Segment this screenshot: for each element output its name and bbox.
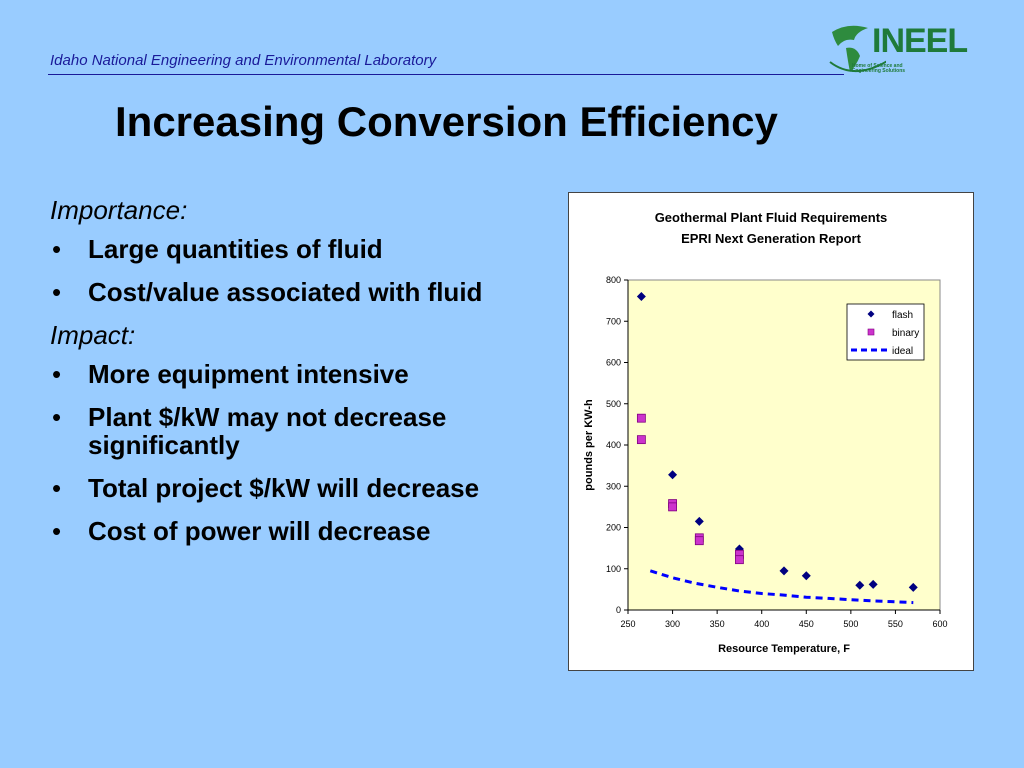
y-tick-label: 700: [606, 316, 621, 326]
binary-point: [735, 555, 744, 565]
x-tick-label: 350: [710, 619, 725, 629]
y-tick-label: 100: [606, 564, 621, 574]
flash-point: [779, 566, 789, 576]
header-rule: [48, 74, 844, 75]
bullet-item: Plant $/kW may not decrease significantl…: [50, 403, 540, 459]
y-tick-label: 200: [606, 523, 621, 533]
chart-title: Geothermal Plant Fluid Requirements: [655, 210, 888, 225]
y-axis-label: pounds per KW-h: [583, 399, 595, 491]
legend-binary-marker: [867, 328, 875, 336]
y-tick-label: 0: [616, 605, 621, 615]
chart-container: Geothermal Plant Fluid Requirements EPRI…: [568, 192, 974, 671]
flash-point: [668, 470, 678, 480]
legend-label-binary: binary: [892, 328, 919, 339]
bullet-item: Cost/value associated with fluid: [50, 278, 540, 306]
flash-point: [801, 571, 811, 581]
binary-point: [636, 435, 646, 445]
y-tick-label: 400: [606, 440, 621, 450]
x-tick-label: 400: [754, 619, 769, 629]
legend-label-flash: flash: [892, 310, 913, 321]
bullet-item: More equipment intensive: [50, 360, 540, 388]
y-tick-label: 500: [606, 399, 621, 409]
y-tick-label: 300: [606, 481, 621, 491]
chart-legend: flash binary ideal: [846, 303, 925, 361]
y-tick-label: 800: [606, 275, 621, 285]
x-tick-label: 450: [799, 619, 814, 629]
ineel-logo: INEEL Home of Science and Engineering So…: [826, 18, 986, 82]
flash-point: [908, 582, 918, 592]
bullet-item: Total project $/kW will decrease: [50, 474, 540, 502]
bullet-item: Cost of power will decrease: [50, 517, 540, 545]
bullet-item: Large quantities of fluid: [50, 235, 540, 263]
legend-label-ideal: ideal: [892, 346, 913, 357]
bullet-list: Importance: Large quantities of fluid Co…: [50, 196, 540, 560]
globe-icon: [829, 25, 886, 73]
x-tick-label: 550: [888, 619, 903, 629]
slide-title: Increasing Conversion Efficiency: [115, 98, 778, 145]
section-heading-impact: Impact:: [50, 320, 136, 350]
x-tick-label: 600: [932, 619, 947, 629]
flash-point: [636, 292, 646, 301]
y-tick-label: 600: [606, 358, 621, 368]
flash-point: [694, 516, 704, 526]
binary-point: [668, 502, 677, 512]
flash-point: [868, 579, 878, 589]
ideal-series-line: [649, 569, 914, 605]
binary-point: [694, 536, 704, 546]
x-tick-label: 500: [843, 619, 858, 629]
legend-flash-marker: [867, 310, 875, 318]
logo-wordmark: INEEL: [872, 22, 968, 60]
flash-point: [855, 580, 865, 590]
binary-point: [636, 413, 646, 423]
scatter-chart: Geothermal Plant Fluid Requirements EPRI…: [583, 210, 948, 655]
x-tick-label: 300: [665, 619, 680, 629]
logo-tagline: Home of Science and Engineering Solution…: [852, 63, 906, 74]
x-axis-label: Resource Temperature, F: [718, 643, 850, 655]
chart-subtitle: EPRI Next Generation Report: [681, 231, 862, 246]
section-heading-importance: Importance:: [50, 195, 188, 225]
x-tick-label: 250: [620, 619, 635, 629]
organization-name: Idaho National Engineering and Environme…: [50, 52, 437, 69]
